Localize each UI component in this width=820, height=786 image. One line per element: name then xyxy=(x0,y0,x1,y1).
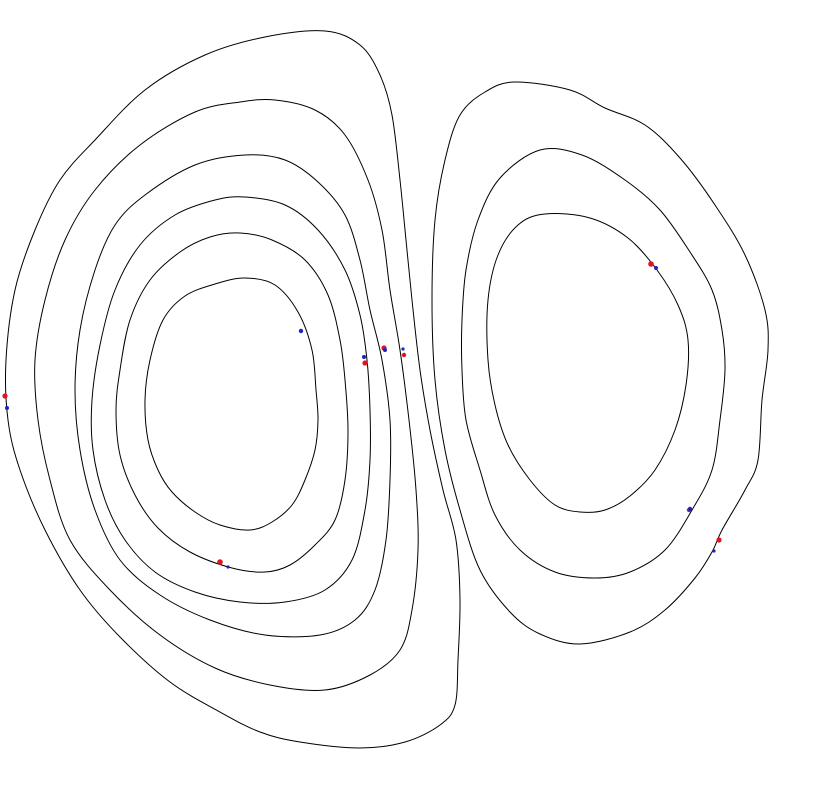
red-marker-16 xyxy=(716,537,722,543)
red-marker-12 xyxy=(648,261,654,267)
blue-marker-13 xyxy=(654,266,658,270)
right-cell-contour-3 xyxy=(486,213,690,513)
red-marker-9 xyxy=(401,352,407,358)
left-cell-contour-6 xyxy=(144,277,319,531)
left-cell-contour-5 xyxy=(115,232,349,573)
contour-lines xyxy=(4,30,769,749)
left-cell-contour-2 xyxy=(34,98,419,691)
red-marker-5 xyxy=(362,360,368,366)
blue-marker-3 xyxy=(298,328,304,334)
right-cell-contour-1 xyxy=(431,81,769,645)
left-cell-contour-1 xyxy=(4,30,461,749)
left-cell-contour-4 xyxy=(90,196,371,604)
left-cell-contour-3 xyxy=(74,154,392,638)
blue-marker-7 xyxy=(383,348,387,352)
blue-marker-11 xyxy=(226,565,230,569)
red-marker-1 xyxy=(2,393,8,399)
blue-marker-15 xyxy=(687,506,693,512)
blue-marker-17 xyxy=(712,549,716,553)
blue-marker-8 xyxy=(401,347,405,351)
blue-marker-2 xyxy=(5,406,9,410)
right-cell-contour-2 xyxy=(460,147,726,579)
red-marker-10 xyxy=(217,559,223,565)
blue-marker-4 xyxy=(362,355,366,359)
contour-markers xyxy=(2,261,722,569)
